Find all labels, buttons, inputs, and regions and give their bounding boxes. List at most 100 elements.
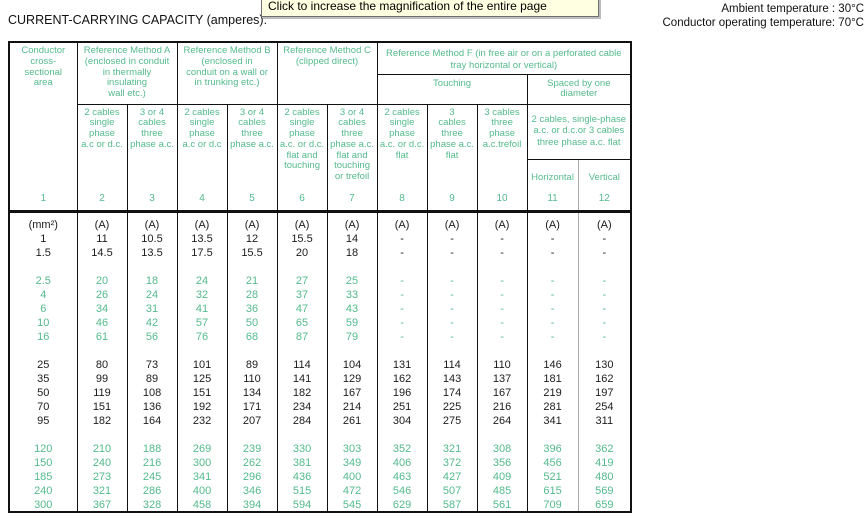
col-number-4: 4	[199, 192, 205, 204]
table-cell: 108	[126, 386, 178, 400]
table-cell: 143	[426, 372, 478, 386]
table-cell: 381	[276, 456, 328, 470]
table-cell: 458	[176, 498, 228, 512]
table-cell: -	[526, 288, 579, 302]
col-header-9-label: 3 cables three phase a.c. flat	[430, 106, 474, 161]
table-cell: 129	[326, 372, 378, 386]
table-cell: -	[577, 232, 632, 246]
table-spacer-cell	[476, 211, 528, 218]
table-cell: 20	[276, 246, 328, 260]
table-cell: -	[376, 232, 428, 246]
table-cell: 436	[276, 470, 328, 484]
table-spacer-cell	[126, 428, 178, 442]
table-cell: 41	[176, 302, 228, 316]
table-cell: 587	[426, 498, 478, 512]
table-cell: 406	[376, 456, 428, 470]
table-spacer-cell	[577, 428, 632, 442]
table-cell: -	[476, 246, 528, 260]
col-header-touching: Touching	[376, 73, 528, 105]
table-spacer-cell	[176, 428, 228, 442]
table-cell: -	[376, 246, 428, 260]
col-header-5: 3 or 4 cables three phase a.c. 5	[226, 103, 278, 213]
table-cell: 164	[126, 414, 178, 428]
table-cell: 18	[126, 274, 178, 288]
table-cell: -	[426, 232, 478, 246]
table-spacer-cell	[376, 428, 428, 442]
table-cell: -	[426, 330, 478, 344]
table-cell: 269	[176, 442, 228, 456]
table-cell: 12	[226, 232, 278, 246]
table-cell: -	[577, 330, 632, 344]
col-header-2: 2 cables single phase a.c or d.c. 2	[76, 103, 128, 213]
table-cell: 296	[226, 470, 278, 484]
table-cell: 219	[526, 386, 579, 400]
table-cell: (A)	[276, 218, 328, 232]
table-spacer-cell	[326, 428, 378, 442]
table-cell: 25	[8, 358, 78, 372]
table-spacer-cell	[577, 211, 632, 218]
table-cell: -	[376, 274, 428, 288]
table-cell: 330	[276, 442, 328, 456]
table-cell: 36	[226, 302, 278, 316]
table-cell: 400	[326, 470, 378, 484]
table-spacer-cell	[176, 344, 228, 358]
table-cell: -	[476, 302, 528, 316]
magnification-tooltip: Click to increase the magnification of t…	[261, 0, 599, 17]
table-spacer-cell	[176, 260, 228, 274]
table-cell: -	[426, 302, 478, 316]
table-cell: 709	[526, 498, 579, 512]
table-cell: 80	[76, 358, 128, 372]
col-header-vertical-label: Vertical	[588, 171, 620, 183]
table-cell: (A)	[376, 218, 428, 232]
table-cell: 409	[476, 470, 528, 484]
table-cell: 341	[176, 470, 228, 484]
col-number-8: 8	[399, 192, 405, 204]
col-header-10: 3 cables three phase a.c.trefoil 10	[476, 103, 528, 213]
table-cell: 182	[76, 414, 128, 428]
table-cell: 659	[577, 498, 632, 512]
col-number-2: 2	[99, 192, 105, 204]
table-cell: 615	[526, 484, 579, 498]
table-cell: -	[476, 316, 528, 330]
table-cell: (A)	[76, 218, 128, 232]
table-cell: (A)	[426, 218, 478, 232]
table-spacer-cell	[376, 344, 428, 358]
table-cell: 328	[126, 498, 178, 512]
table-spacer-cell	[226, 344, 278, 358]
table-cell: 20	[76, 274, 128, 288]
table-cell: 349	[326, 456, 378, 470]
table-cell: 151	[76, 400, 128, 414]
table-cell: 11	[76, 232, 128, 246]
table-cell: 6	[8, 302, 78, 316]
table-cell: 485	[476, 484, 528, 498]
col-number-7: 7	[349, 192, 355, 204]
current-capacity-table[interactable]: Conductor cross- sectional area 1 Refere…	[8, 41, 633, 513]
table-cell: 13.5	[176, 232, 228, 246]
table-cell: 50	[226, 316, 278, 330]
col-header-conductor-area-label: Conductor cross- sectional area	[21, 45, 66, 89]
table-cell: -	[526, 316, 579, 330]
table-cell: 99	[76, 372, 128, 386]
col-header-9: 3 cables three phase a.c. flat 9	[426, 103, 478, 213]
table-spacer-cell	[276, 428, 328, 442]
table-cell: 182	[276, 386, 328, 400]
table-cell: -	[426, 316, 478, 330]
table-cell: 251	[376, 400, 428, 414]
table-cell: 321	[76, 484, 128, 498]
operating-temperature: Conductor operating temperature: 70°C	[662, 17, 865, 29]
table-cell: 15.5	[276, 232, 328, 246]
table-cell: 240	[76, 456, 128, 470]
table-cell: 308	[476, 442, 528, 456]
table-cell: -	[526, 330, 579, 344]
col-number-9: 9	[449, 192, 455, 204]
table-cell: 110	[476, 358, 528, 372]
table-cell: 50	[8, 386, 78, 400]
table-cell: 59	[326, 316, 378, 330]
table-body: (mm²) (A) (A) (A) (A) (A) (A) (A) (A) (A) (A) (A) 1 1…	[8, 211, 632, 512]
table-spacer-cell	[526, 260, 579, 274]
table-cell: 2.5	[8, 274, 78, 288]
table-cell: -	[476, 330, 528, 344]
table-cell: 1	[8, 232, 78, 246]
table-cell: (A)	[226, 218, 278, 232]
table-cell: 261	[326, 414, 378, 428]
